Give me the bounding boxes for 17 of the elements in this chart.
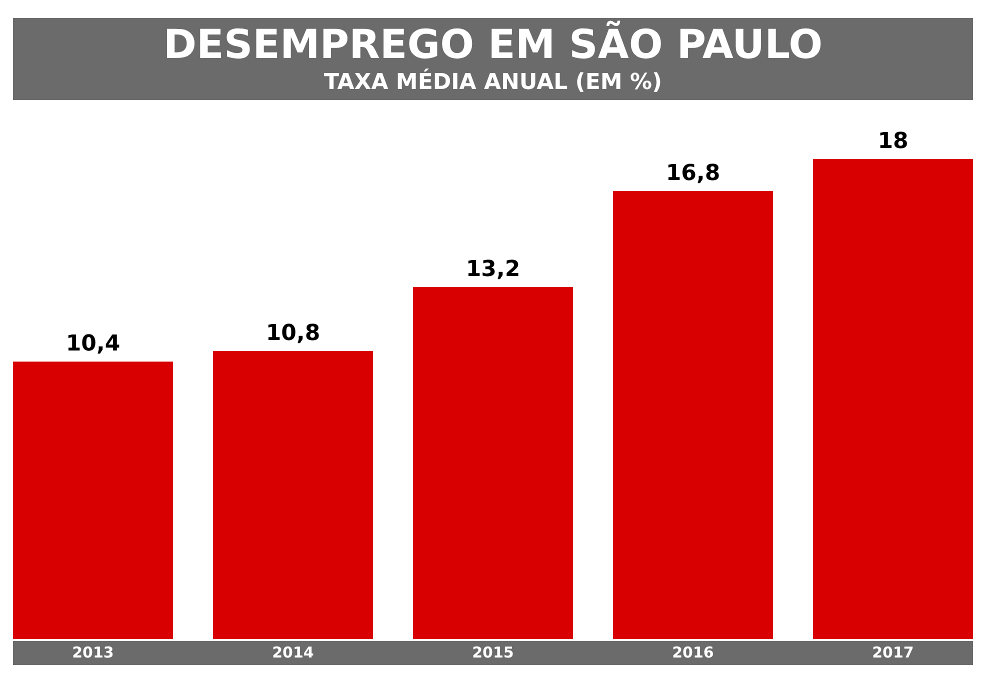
bar	[13, 362, 173, 639]
bar	[413, 287, 573, 639]
x-tick-label: 2014	[272, 644, 314, 662]
chart-title: DESEMPREGO EM SÃO PAULO	[163, 20, 823, 68]
bar	[613, 191, 773, 639]
data-label: 10,4	[66, 332, 120, 357]
x-tick-label: 2016	[672, 644, 714, 662]
bar	[213, 351, 373, 639]
x-tick-label: 2015	[472, 644, 514, 662]
data-label: 10,8	[266, 321, 320, 346]
data-label: 18	[878, 129, 908, 154]
chart-subtitle: TAXA MÉDIA ANUAL (EM %)	[324, 68, 662, 95]
bar	[813, 159, 973, 639]
data-label: 13,2	[466, 257, 520, 282]
x-tick-label: 2013	[72, 644, 114, 662]
data-label: 16,8	[666, 161, 720, 186]
x-tick-label: 2017	[872, 644, 914, 662]
